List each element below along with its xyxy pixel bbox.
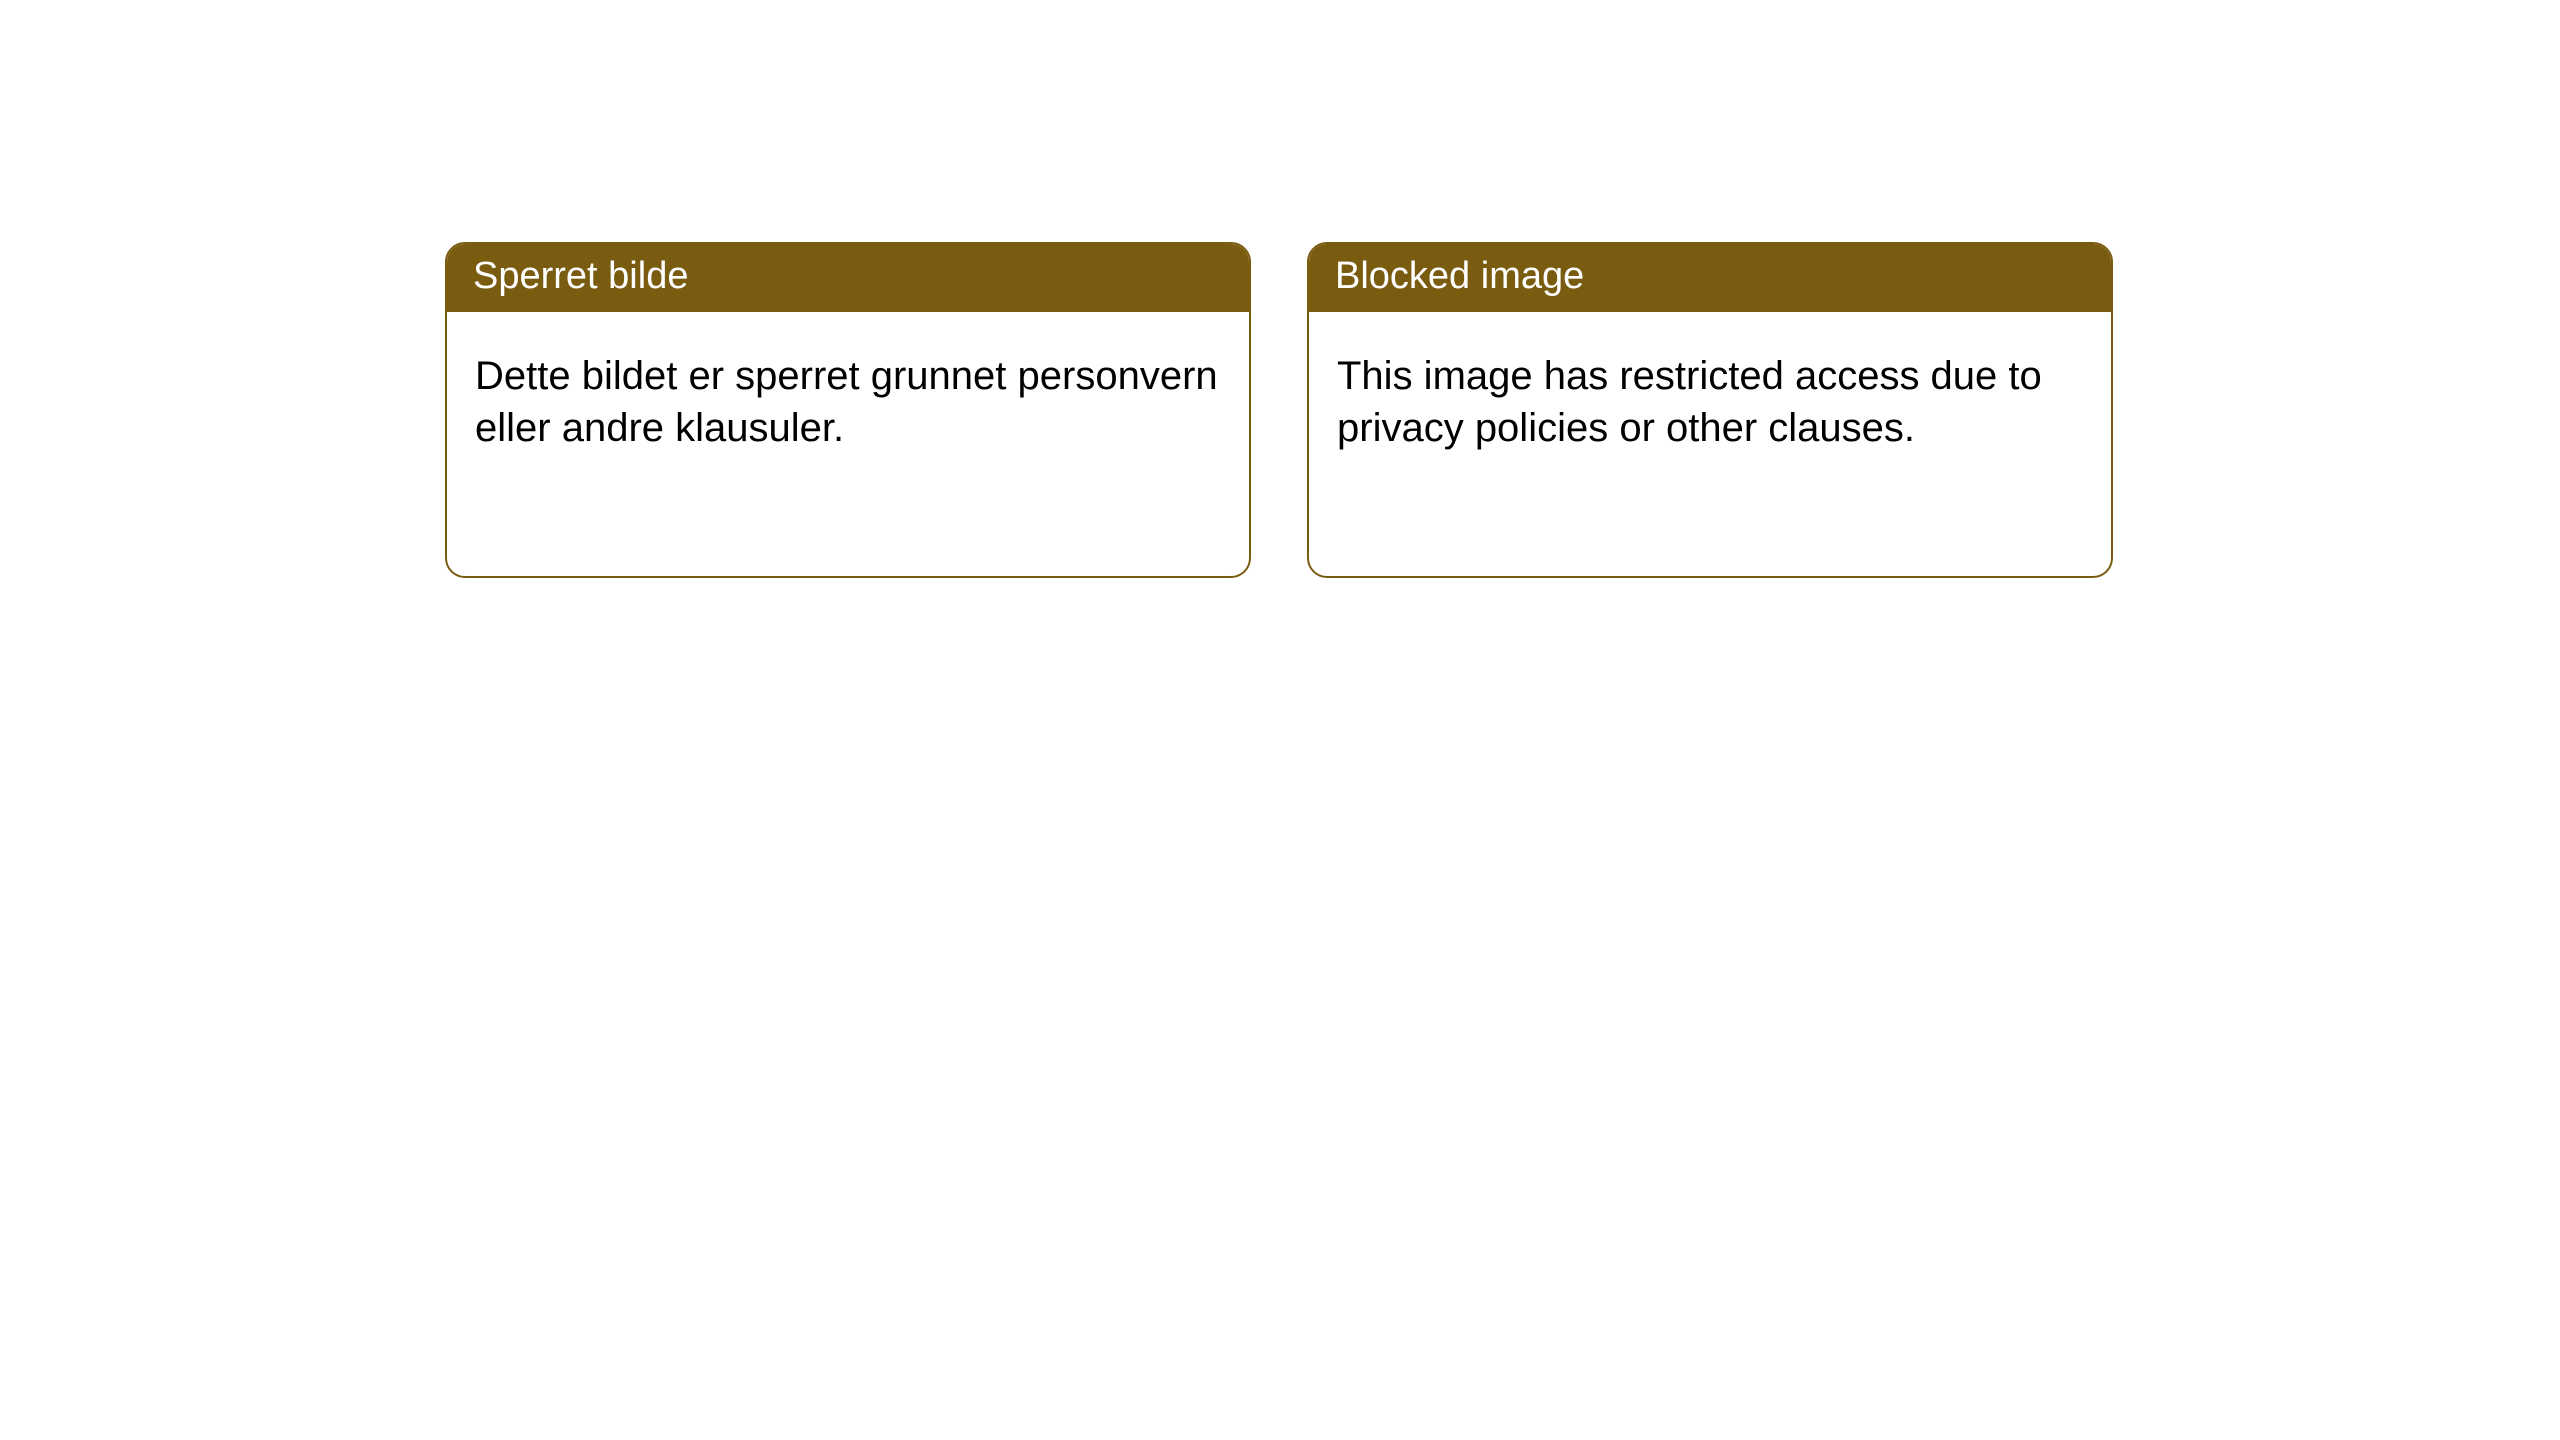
notice-body: Dette bildet er sperret grunnet personve… [447,312,1249,492]
notice-body: This image has restricted access due to … [1309,312,2111,492]
notice-card-norwegian: Sperret bilde Dette bildet er sperret gr… [445,242,1251,578]
notice-container: Sperret bilde Dette bildet er sperret gr… [0,0,2560,578]
notice-header: Sperret bilde [447,244,1249,312]
notice-card-english: Blocked image This image has restricted … [1307,242,2113,578]
notice-header: Blocked image [1309,244,2111,312]
